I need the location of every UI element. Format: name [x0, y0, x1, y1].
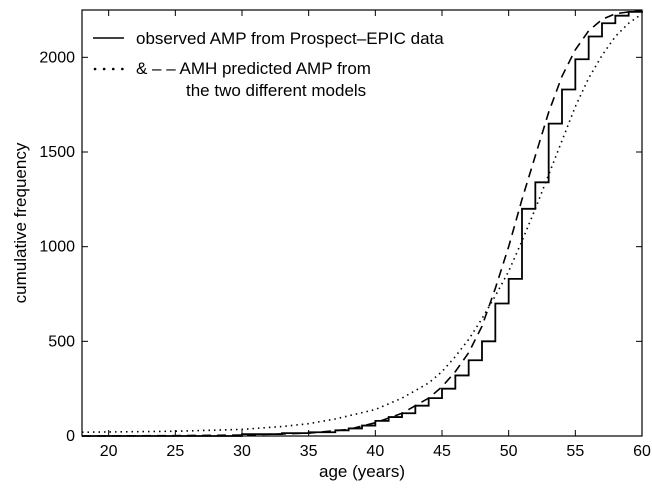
- x-tick-label: 35: [300, 443, 318, 460]
- series-line-dotted: [81, 13, 643, 434]
- x-tick-label: 60: [633, 443, 651, 460]
- y-tick-label: 0: [66, 428, 75, 445]
- legend-entry-observed: observed AMP from Prospect–EPIC data: [136, 29, 444, 48]
- y-tick-label: 500: [48, 333, 75, 350]
- x-tick-label: 20: [100, 443, 118, 460]
- y-tick-label: 1000: [39, 239, 75, 256]
- x-axis-label: age (years): [319, 462, 405, 481]
- y-tick-label: 1500: [39, 144, 75, 161]
- x-tick-label: 55: [566, 443, 584, 460]
- x-tick-label: 45: [433, 443, 451, 460]
- x-axis-ticks: 20 25 30 35 40 45 50 55 60: [100, 10, 651, 460]
- x-tick-label: 40: [366, 443, 384, 460]
- x-tick-label: 30: [233, 443, 251, 460]
- data-series: [81, 10, 643, 437]
- legend-entry-predicted-continuation: the two different models: [186, 81, 366, 100]
- y-tick-label: 2000: [39, 49, 75, 66]
- legend-entry-predicted: & – – AMH predicted AMP from: [136, 59, 371, 78]
- series-line-dashed: [81, 10, 643, 437]
- plot-area-frame: [81, 9, 643, 437]
- x-tick-label: 25: [166, 443, 184, 460]
- legend: observed AMP from Prospect–EPIC data & –…: [93, 29, 444, 100]
- y-axis-ticks: 0 500 1000 1500 2000: [39, 49, 642, 445]
- series-line-solid-step: [82, 10, 643, 437]
- x-tick-label: 50: [500, 443, 518, 460]
- y-axis-label: cumulative frequency: [11, 142, 30, 303]
